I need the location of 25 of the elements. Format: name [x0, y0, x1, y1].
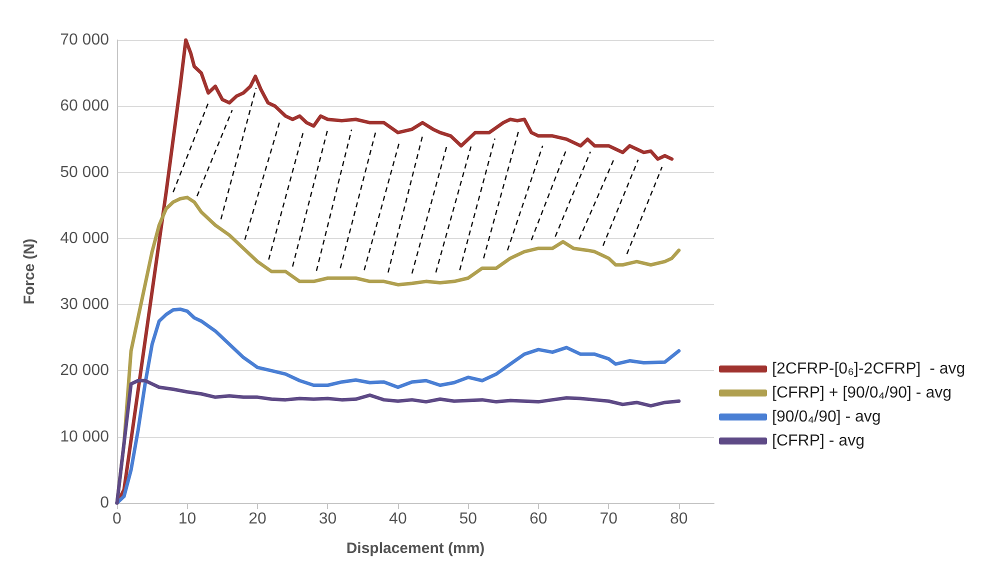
x-tick-label: 30: [318, 510, 337, 528]
y-tick-label: 70 000: [60, 32, 110, 48]
x-tick-label: 0: [112, 510, 122, 528]
x-tick-label: 50: [459, 510, 478, 528]
x-tick-label: 20: [248, 510, 266, 528]
y-axis-title: Force (N): [21, 238, 38, 304]
y-tick-label: 30 000: [60, 296, 110, 314]
x-axis-title: Displacement (mm): [346, 540, 485, 557]
line-series: [115, 378, 681, 505]
x-tick-label: 40: [389, 510, 407, 528]
y-tick-label: 0: [100, 494, 110, 512]
x-tick-label: 60: [530, 510, 548, 528]
line-series: [115, 307, 681, 505]
x-tick-label: 10: [178, 510, 196, 528]
y-tick-label: 40 000: [60, 230, 110, 247]
legend-label: [2CFRP-[0₆]-2CFRP] - avg: [772, 360, 966, 378]
legend-label: [90/0₄/90] - avg: [772, 408, 881, 426]
legend-label: [CFRP] - avg: [772, 432, 864, 450]
y-tick-label: 20 000: [60, 362, 110, 380]
y-tick-label: 60 000: [60, 98, 110, 115]
legend-label: [CFRP] + [90/0₄/90] - avg: [772, 384, 952, 402]
y-tick-label: 10 000: [60, 428, 110, 446]
x-tick-label: 80: [670, 510, 688, 528]
x-tick-label: 70: [600, 510, 618, 528]
y-tick-label: 50 000: [60, 164, 110, 181]
